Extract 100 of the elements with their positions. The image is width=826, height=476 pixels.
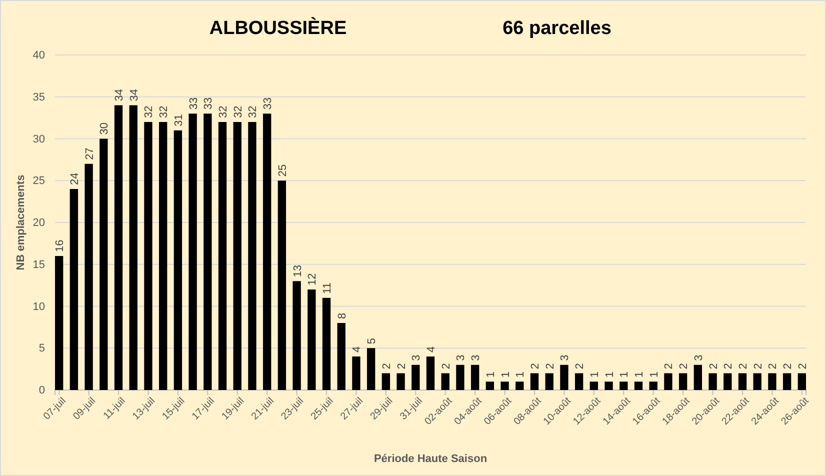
bar — [366, 348, 376, 390]
data-label: 11 — [322, 282, 334, 294]
data-label: 3 — [559, 354, 572, 361]
bar — [144, 122, 152, 390]
y-tick-label: 15 — [32, 258, 45, 271]
data-label: 34 — [128, 89, 140, 102]
y-tick-label: 20 — [32, 217, 45, 230]
bar — [545, 373, 554, 390]
data-label: 2 — [767, 363, 780, 370]
bar — [560, 364, 568, 390]
data-label: 1 — [633, 372, 646, 378]
bar — [426, 356, 435, 390]
data-label: 2 — [752, 363, 764, 370]
data-label: 2 — [782, 363, 794, 370]
bar — [352, 356, 360, 390]
chart-title: ALBOUSSIÈRE — [209, 17, 347, 39]
data-label: 2 — [396, 363, 408, 370]
data-label: 2 — [737, 363, 750, 370]
data-label: 2 — [544, 363, 556, 370]
data-label: 34 — [114, 89, 126, 102]
data-label: 33 — [262, 97, 274, 110]
data-label: 12 — [306, 273, 319, 286]
bar — [620, 382, 628, 390]
data-label: 2 — [529, 363, 542, 370]
data-label: 1 — [618, 372, 631, 378]
bar — [694, 364, 702, 390]
bar — [129, 105, 138, 390]
data-label: 2 — [678, 363, 690, 370]
y-tick-label: 0 — [38, 384, 45, 397]
bar — [500, 382, 509, 390]
bar — [664, 373, 672, 390]
data-label: 32 — [232, 106, 244, 118]
y-axis-title: NB emplacements — [15, 174, 27, 270]
bar — [308, 290, 316, 390]
bar — [590, 382, 598, 390]
x-axis-title: Période Haute Saison — [374, 453, 488, 465]
y-tick-label: 30 — [32, 133, 45, 146]
data-label: 32 — [247, 106, 260, 118]
data-label: 1 — [484, 372, 497, 378]
data-label: 32 — [158, 106, 170, 118]
data-label: 3 — [410, 354, 423, 361]
y-tick-label: 10 — [32, 300, 45, 313]
bar — [753, 373, 762, 390]
data-label: 16 — [54, 240, 66, 252]
data-label: 4 — [351, 346, 364, 352]
data-label: 1 — [588, 372, 601, 378]
bar — [382, 373, 390, 390]
bar — [188, 114, 197, 390]
bar — [262, 114, 272, 390]
bar — [278, 180, 286, 390]
bar — [798, 373, 806, 390]
bar — [782, 373, 792, 390]
data-label: 1 — [500, 372, 512, 378]
data-label: 13 — [292, 264, 304, 278]
data-label: 2 — [440, 363, 452, 370]
bar — [738, 373, 747, 390]
bar — [248, 122, 256, 390]
bar — [292, 281, 301, 390]
y-tick-label: 5 — [38, 342, 45, 355]
bar — [70, 189, 78, 390]
bar — [456, 364, 464, 390]
data-label: 1 — [604, 372, 616, 378]
y-tick-label: 35 — [32, 91, 45, 104]
bar — [204, 114, 212, 390]
bar — [678, 373, 688, 390]
bar — [337, 323, 346, 390]
bar — [516, 382, 524, 390]
data-label: 3 — [692, 354, 705, 361]
chart-subtitle: 66 parcelles — [502, 18, 612, 39]
data-label: 1 — [514, 372, 527, 378]
data-label: 24 — [68, 172, 81, 185]
bar — [486, 382, 494, 390]
data-label: 4 — [426, 346, 438, 352]
data-label: 2 — [663, 363, 676, 370]
data-label: 2 — [708, 363, 720, 370]
data-label: 31 — [172, 114, 185, 126]
data-label: 33 — [188, 97, 200, 110]
y-tick-label: 40 — [32, 50, 45, 62]
bar — [158, 122, 168, 390]
bar — [114, 105, 123, 390]
bar — [396, 373, 405, 390]
bar — [84, 164, 93, 390]
data-label: 5 — [366, 338, 378, 344]
bar — [708, 373, 717, 390]
bar — [174, 130, 182, 390]
data-label: 32 — [143, 106, 156, 118]
data-label: 2 — [722, 363, 735, 370]
y-tick-label: 25 — [32, 175, 45, 188]
data-label: 25 — [276, 164, 289, 177]
data-label: 27 — [84, 148, 96, 160]
bar — [100, 138, 108, 390]
data-label: 33 — [202, 97, 215, 110]
data-label: 32 — [218, 106, 230, 118]
bar — [441, 373, 450, 390]
bar — [649, 382, 658, 390]
data-label: 8 — [336, 312, 348, 319]
bar — [412, 364, 420, 390]
data-label: 2 — [380, 363, 393, 370]
data-label: 2 — [574, 363, 586, 370]
data-label: 3 — [470, 354, 482, 361]
